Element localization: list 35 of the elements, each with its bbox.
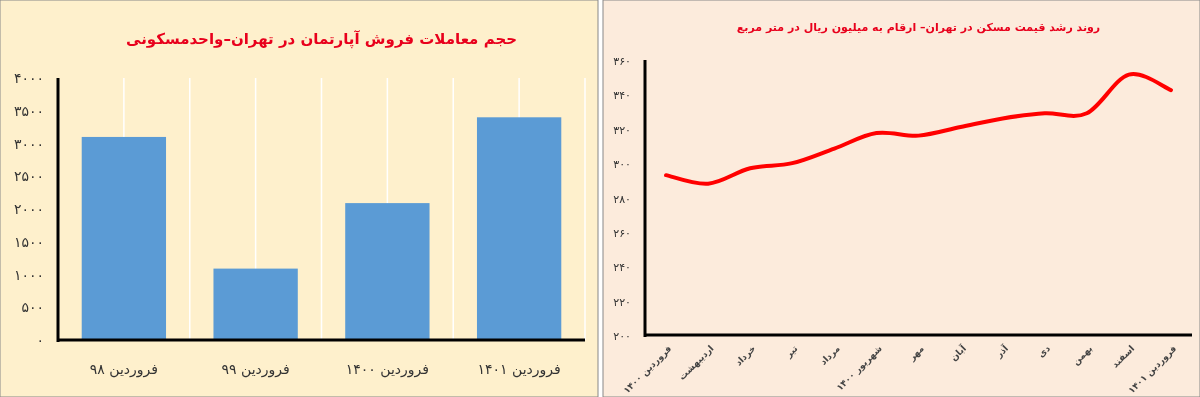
xtick: فروردین ۱۴۰۱ <box>477 361 561 377</box>
ytick: ۳۴۰ <box>613 89 631 103</box>
ytick: ۴۰۰۰ <box>13 70 44 86</box>
xtick: مرداد <box>818 343 842 368</box>
ytick: ۳۰۰۰ <box>13 135 44 152</box>
ytick: ۱۰۰۰ <box>13 266 44 283</box>
ytick: ۵۰۰ <box>21 299 44 316</box>
ytick: ۳۶۰ <box>613 55 631 68</box>
ytick: ۰ <box>36 332 44 348</box>
ytick: ۳۵۰۰ <box>13 102 44 119</box>
ytick: ۲۲۰ <box>613 295 631 309</box>
xtick: مهر <box>906 343 926 363</box>
ytick: ۱۵۰۰ <box>13 233 44 250</box>
xtick: فروردین ۱۴۰۰ <box>345 361 429 377</box>
ytick: ۲۰۰ <box>613 330 631 343</box>
xtick: فروردین ۹۹ <box>221 361 290 377</box>
xtick: فروردین ۱۴۰۰ <box>621 343 674 396</box>
ytick: ۳۰۰ <box>613 158 631 172</box>
ytick: ۲۸۰ <box>613 192 631 206</box>
title: حجم معاملات فروش آپارتمان در تهران–واحدمسکونی <box>126 30 517 48</box>
xtick: آذر <box>993 343 1011 360</box>
xtick: بهمن <box>1070 343 1095 367</box>
xtick: تیر <box>783 343 800 360</box>
ytick: ۲۴۰ <box>613 261 631 275</box>
ytick: ۲۵۰۰ <box>13 168 44 185</box>
xtick: دی <box>1035 343 1053 360</box>
xtick: آبان <box>948 343 968 363</box>
xtick: اردیبهشت <box>676 343 716 382</box>
xtick: خرداد <box>733 343 758 368</box>
ytick: ۲۶۰ <box>613 226 631 240</box>
title: روند رشد قیمت مسکن در تهران– ارقام به میلیون ریال در متر مربع <box>736 21 1101 34</box>
ytick: ۳۲۰ <box>613 123 631 137</box>
ytick: ۲۰۰۰ <box>13 201 44 217</box>
xtick: فروردین ۹۸ <box>89 361 158 377</box>
xtick: اسفند <box>1109 343 1137 370</box>
